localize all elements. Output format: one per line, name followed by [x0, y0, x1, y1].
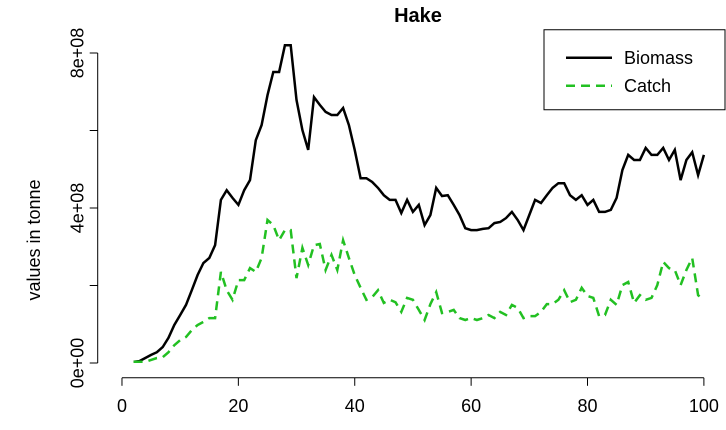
series-line	[133, 217, 705, 364]
x-tick-label: 60	[461, 396, 481, 416]
x-tick-label: 80	[577, 396, 597, 416]
series-line	[133, 44, 706, 364]
x-tick-label: 0	[117, 396, 127, 416]
y-tick-label: 8e+08	[68, 28, 88, 79]
y-axis-label: values in tonne	[24, 179, 44, 300]
x-tick-label: 100	[689, 396, 719, 416]
legend-box	[543, 29, 726, 111]
x-tick-label: 40	[345, 396, 365, 416]
y-tick-label: 0e+00	[68, 338, 88, 389]
chart-title: Hake	[394, 5, 442, 27]
x-tick-label: 20	[228, 396, 248, 416]
legend-label: Biomass	[624, 48, 693, 68]
y-tick-label: 4e+08	[68, 183, 88, 234]
legend-label: Catch	[624, 76, 671, 96]
